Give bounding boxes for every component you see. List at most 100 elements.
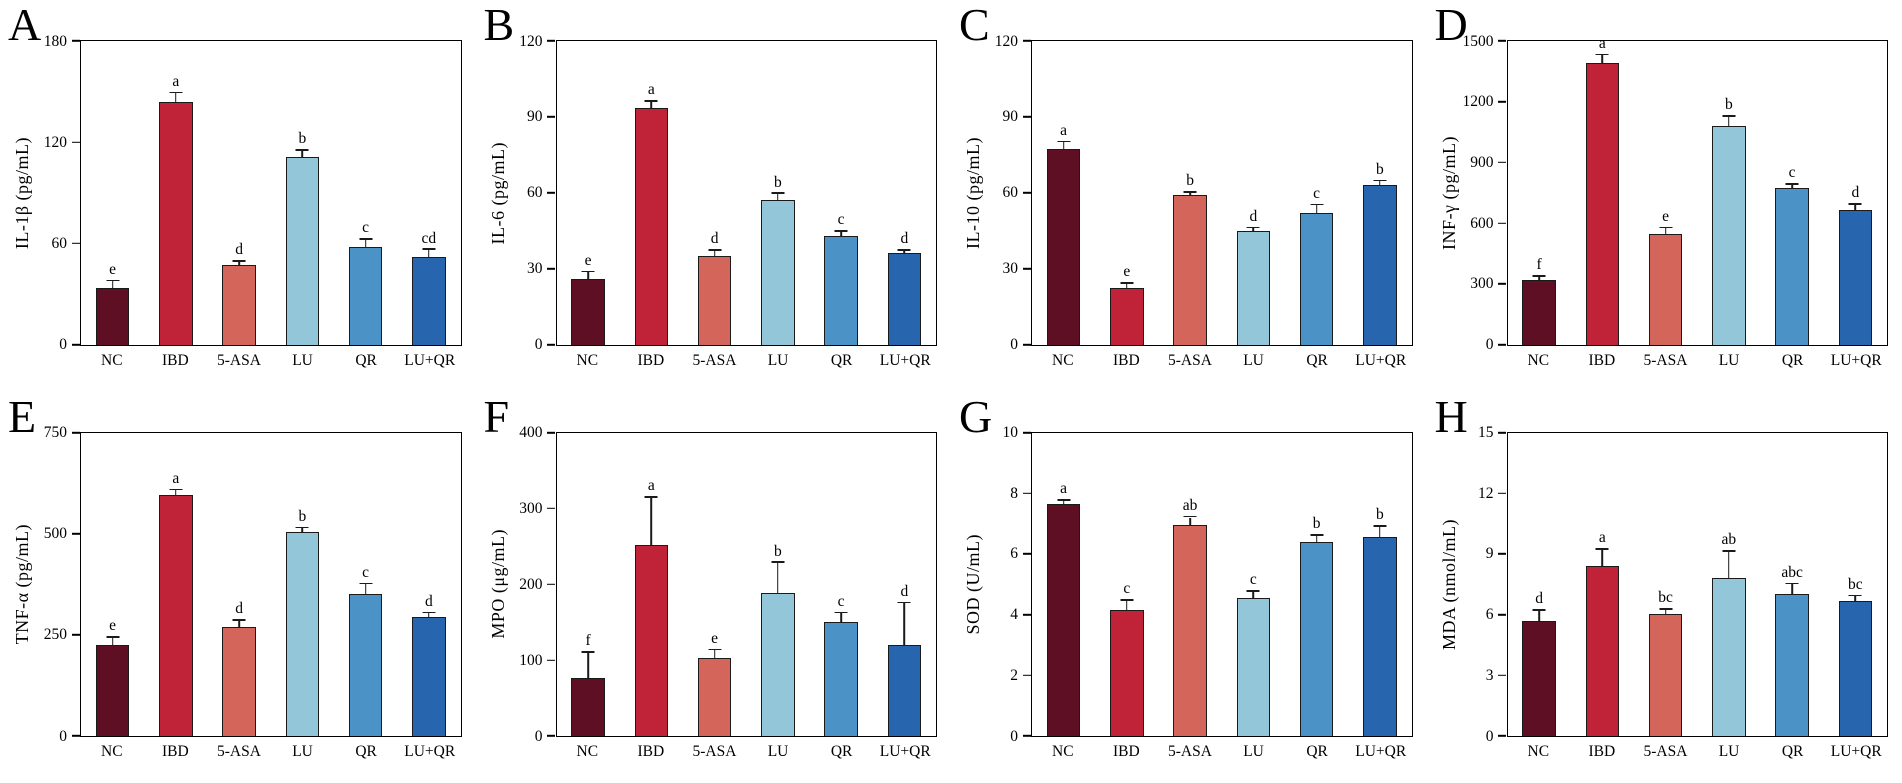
x-tick-label-LU: LU (292, 743, 313, 760)
error-bar-cap (834, 230, 848, 232)
bar-5-ASA (1173, 195, 1207, 345)
y-axis-title: IL-6 (pg/mL) (487, 141, 508, 244)
plot-area: 0 30 60 90 120 e a d b c d (519, 33, 937, 352)
significance-letter: c (1313, 184, 1321, 202)
significance-letter: c (837, 592, 845, 610)
y-tick-label: 120 (994, 32, 1018, 50)
significance-letter: b (1376, 160, 1384, 178)
significance-letter: d (235, 241, 243, 259)
x-tick-label-IBD: IBD (637, 351, 665, 369)
significance-letter: e (584, 251, 592, 269)
error-bar (1062, 142, 1065, 149)
error-bar-cap (708, 648, 722, 651)
y-tick-label: 60 (527, 184, 543, 201)
bar-LU+QR (887, 253, 922, 345)
error-bar (175, 93, 177, 102)
error-bar-cap (581, 270, 595, 273)
error-bar (1252, 228, 1255, 231)
y-tick-label: 100 (519, 651, 543, 669)
error-bar-cap (897, 601, 911, 604)
bar-5-ASA (1648, 613, 1683, 736)
error-bar (1315, 205, 1318, 213)
error-bar-cap (295, 526, 309, 529)
x-tick-label-QR: QR (830, 351, 853, 369)
x-tick-label-5-ASA: 5-ASA (216, 743, 261, 760)
bar-LU (285, 532, 320, 736)
y-tick (1022, 267, 1031, 270)
y-tick (547, 191, 555, 194)
error-bar-cap (644, 496, 658, 498)
panel-H: H MDA (nmol/mL) 0 3 6 9 12 15 d a bc ab abc bc NC IBD 5-… (1427, 392, 1902, 783)
bar-5-ASA (222, 626, 256, 736)
error-bar (1601, 549, 1604, 567)
bar-LU (1712, 125, 1746, 345)
error-bar-cap (232, 260, 246, 262)
bar-5-ASA (697, 255, 732, 345)
bar-QR (348, 246, 383, 345)
significance-letter: c (1123, 580, 1131, 598)
bar-NC (1522, 279, 1556, 345)
y-tick (1498, 674, 1506, 677)
error-bar-cap (1310, 203, 1324, 206)
y-tick-label: 600 (1470, 214, 1494, 232)
significance-letter: e (109, 617, 117, 635)
x-tick-label-5-ASA: 5-ASA (1167, 351, 1212, 369)
significance-letter: d (710, 230, 719, 248)
significance-letter: a (172, 469, 180, 487)
y-tick-label: 4 (1010, 605, 1018, 623)
y-tick-label: 90 (1002, 108, 1019, 126)
significance-letter: d (425, 592, 433, 610)
x-tick-label-IBD: IBD (1113, 351, 1140, 369)
x-tick-label-LU+QR: LU+QR (1830, 351, 1882, 369)
plot-area: 0 300 600 900 1200 1500 f a e b c d (1463, 33, 1888, 352)
bar-NC (1522, 620, 1556, 736)
significance-letter: d (1535, 590, 1543, 608)
y-tick (1498, 161, 1506, 164)
y-tick-label: 200 (519, 575, 543, 593)
x-tick-label-LU+QR: LU+QR (1355, 743, 1407, 760)
y-tick-label: 0 (1010, 727, 1018, 745)
error-bar (238, 620, 240, 627)
bar-NC (95, 288, 130, 345)
y-tick (1022, 343, 1031, 346)
panel-letter-E: E (8, 390, 37, 442)
panel-letter-D: D (1434, 0, 1468, 50)
x-axis-labels: NC IBD 5-ASA LU QR LU+QR (556, 352, 938, 374)
error-bar-cap (106, 636, 120, 638)
error-bar (1189, 517, 1191, 526)
significance-letter: bc (1658, 589, 1673, 607)
error-bar (1062, 500, 1065, 504)
bar-QR (824, 235, 858, 345)
error-bar-cap (1373, 179, 1387, 182)
x-tick-label-LU: LU (767, 743, 789, 760)
x-tick-label-LU+QR: LU+QR (404, 351, 456, 369)
x-tick-label-LU+QR: LU+QR (1355, 351, 1407, 369)
x-tick-label-NC: NC (576, 743, 599, 760)
y-tick (71, 242, 80, 245)
error-bar-cap (1183, 191, 1197, 193)
y-tick-label: 750 (43, 423, 67, 441)
panel-E: E TNF-α (pg/mL) 0 250 500 750 e a d b c d NC IBD 5-ASA… (0, 392, 476, 783)
error-bar (587, 272, 589, 279)
plot-area: 0 2 4 6 8 10 a c ab c b b (1003, 425, 1413, 743)
x-axis-labels: NC IBD 5-ASA LU QR LU+QR (1507, 743, 1889, 765)
bar-IBD (1585, 63, 1620, 345)
x-tick-label-5-ASA: 5-ASA (1643, 743, 1688, 760)
panel-G: G SOD (U/mL) 0 2 4 6 8 10 a c ab c b b NC IBD 5-ASA LU QR L… (951, 392, 1427, 783)
bar-5-ASA (1173, 525, 1207, 736)
bar-IBD (1110, 610, 1144, 736)
significance-letter: a (1598, 34, 1606, 52)
x-tick-label-IBD: IBD (1588, 743, 1616, 760)
y-tick-label: 3 (1485, 666, 1494, 684)
x-tick-label-5-ASA: 5-ASA (692, 743, 737, 760)
y-tick (1498, 735, 1506, 737)
y-tick (1022, 553, 1031, 555)
y-tick (71, 532, 80, 535)
error-bar (1538, 610, 1540, 621)
bar-IBD (1110, 287, 1144, 345)
significance-letter: b (298, 130, 307, 148)
y-axis-title-wrap: INF-γ (pg/mL) (1439, 40, 1460, 346)
plot-area: 0 60 120 180 e a d b c cd (44, 33, 462, 352)
error-bar (1538, 276, 1540, 280)
error-bar (777, 194, 779, 201)
